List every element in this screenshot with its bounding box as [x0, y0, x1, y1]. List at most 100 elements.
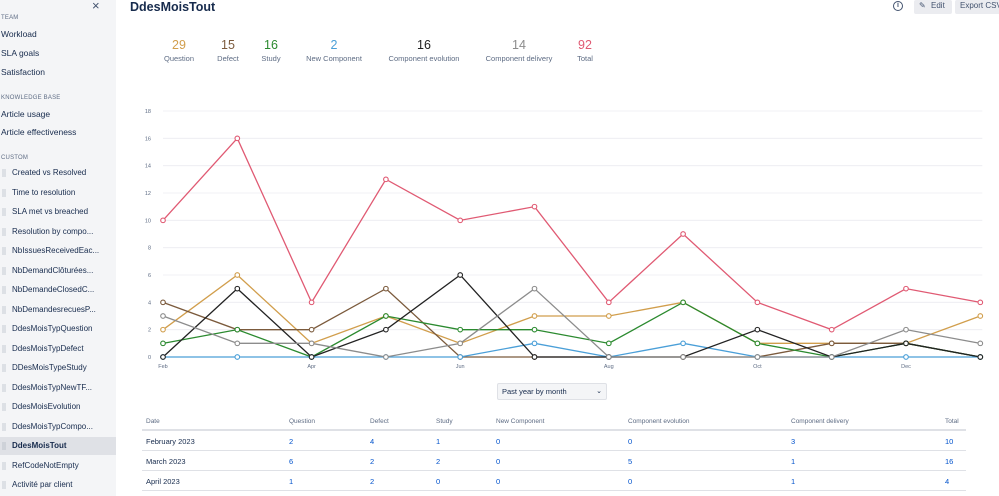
sidebar-custom-item[interactable]: RefCodeNotEmpty	[0, 457, 116, 475]
data-point	[531, 326, 538, 333]
summary-item: 15 Defect	[178, 38, 278, 63]
data-point	[383, 313, 389, 319]
drag-handle-icon[interactable]	[2, 383, 6, 392]
sidebar-custom-item[interactable]: DdesMoisTypQuestion	[0, 320, 116, 338]
summary-label: Question	[163, 54, 195, 63]
data-point	[754, 299, 761, 306]
sidebar-custom-item[interactable]: DDesMoisTypeStudy	[0, 359, 116, 377]
data-point	[160, 313, 166, 319]
drag-handle-icon[interactable]	[2, 461, 6, 470]
edit-button[interactable]: ✎ Edit	[914, 0, 952, 14]
table-cell[interactable]: 2	[370, 477, 375, 486]
drag-handle-icon[interactable]	[2, 364, 6, 372]
drag-handle-icon[interactable]	[2, 208, 6, 216]
sidebar-custom-item-label: NbDemandeClosedC...	[12, 285, 95, 294]
drag-handle-icon[interactable]	[2, 188, 6, 197]
sidebar-custom-item[interactable]: DdesMoisEvolution	[0, 398, 116, 416]
table-cell[interactable]: 1	[289, 477, 294, 486]
period-select[interactable]: Past year by month ⌄	[497, 383, 607, 400]
sidebar-custom-item[interactable]: Created vs Resolved	[0, 164, 116, 182]
table-cell[interactable]: 0	[436, 477, 441, 486]
table-cell[interactable]: 6	[289, 457, 294, 466]
table-cell[interactable]: 10	[945, 437, 954, 446]
y-tick-label: 10	[145, 218, 151, 224]
drag-handle-icon[interactable]	[2, 442, 6, 450]
export-csv-button[interactable]: Export CSV	[955, 0, 999, 14]
data-point	[977, 354, 984, 360]
drag-handle-icon[interactable]	[2, 422, 6, 431]
sidebar-custom-item-label: DdesMoisTypNewTF...	[12, 382, 93, 392]
x-tick-label: Aug	[604, 364, 614, 370]
table-cell[interactable]: 2	[289, 437, 294, 446]
info-icon[interactable]: i	[893, 1, 903, 11]
table-cell[interactable]: 1	[791, 477, 796, 486]
drag-handle-icon[interactable]	[2, 325, 6, 333]
table-cell[interactable]: 0	[628, 437, 633, 446]
sidebar-custom-item[interactable]: NbDemandClôturées...	[0, 262, 116, 280]
drag-handle-icon[interactable]	[2, 266, 6, 275]
sidebar-custom-item[interactable]: DdesMoisTout	[0, 437, 116, 455]
drag-handle-icon[interactable]	[2, 481, 6, 489]
data-point	[234, 285, 241, 292]
sidebar-custom-item[interactable]: DdesMoisTypCompo...	[0, 418, 116, 436]
sidebar-item-sla-goals[interactable]: SLA goals	[1, 48, 40, 58]
data-point	[828, 340, 835, 347]
table-header-row: Date Question Defect Study New Component Comp…	[142, 412, 966, 431]
sidebar-custom-item-label: DDesMoisTypeStudy	[12, 363, 87, 372]
sidebar-custom-item[interactable]: NbIssuesReceivedEac...	[0, 242, 116, 260]
drag-handle-icon[interactable]	[2, 403, 6, 411]
drag-handle-icon[interactable]	[2, 169, 6, 177]
sidebar-item-satisfaction[interactable]: Satisfaction	[1, 67, 45, 77]
table-cell[interactable]: 3	[791, 437, 796, 446]
table-cell[interactable]: 4	[945, 477, 950, 486]
summary-value: 16	[264, 38, 278, 52]
table-cell[interactable]: 2	[436, 457, 441, 466]
data-point	[308, 326, 315, 333]
data-point	[160, 354, 166, 360]
drag-handle-icon[interactable]	[2, 344, 6, 353]
series-line	[162, 274, 981, 358]
sidebar-custom-item[interactable]: NbDemandesrecuesP...	[0, 301, 116, 319]
sidebar-custom-item[interactable]: NbDemandeClosedC...	[0, 281, 116, 299]
table-cell[interactable]: 0	[628, 477, 633, 486]
table-header-cell: Defect	[370, 418, 389, 425]
table-cell[interactable]: 1	[791, 457, 796, 466]
sidebar-item-article-effectiveness[interactable]: Article effectiveness	[1, 127, 77, 137]
drag-handle-icon[interactable]	[2, 286, 6, 294]
table-cell[interactable]: 5	[628, 457, 633, 466]
table-cell[interactable]: 16	[945, 457, 954, 466]
close-icon[interactable]: ×	[92, 0, 100, 13]
sidebar-custom-item[interactable]: Resolution by compo...	[0, 223, 116, 241]
data-point	[383, 285, 389, 292]
data-point	[977, 299, 984, 306]
sidebar-item-workload[interactable]: Workload	[1, 29, 37, 39]
sidebar-custom-item[interactable]: Activité par client	[0, 476, 116, 494]
sidebar-custom-item[interactable]: Time to resolution	[0, 184, 116, 202]
data-point	[531, 354, 538, 360]
drag-handle-icon[interactable]	[2, 247, 6, 255]
sidebar-item-article-usage[interactable]: Article usage	[1, 109, 51, 119]
data-point	[754, 354, 761, 360]
table-cell[interactable]: 0	[496, 477, 501, 486]
sidebar: × TEAM Workload SLA goals Satisfaction K…	[0, 0, 116, 496]
summary-value: 16	[417, 38, 431, 52]
sidebar-custom-item-label: Time to resolution	[12, 187, 76, 197]
summary-item: 16 Study	[221, 38, 321, 63]
drag-handle-icon[interactable]	[2, 227, 6, 236]
table-cell[interactable]: 4	[370, 437, 375, 446]
sidebar-custom-item[interactable]: DdesMoisTypNewTF...	[0, 379, 116, 397]
summary-value: 14	[512, 38, 526, 52]
table-cell[interactable]: 2	[370, 457, 375, 466]
table-cell[interactable]: 0	[496, 437, 501, 446]
table-cell: February 2023	[146, 437, 195, 446]
sidebar-custom-item[interactable]: SLA met vs breached	[0, 203, 116, 221]
table-cell[interactable]: 1	[436, 437, 441, 446]
sidebar-custom-item[interactable]: DdesMoisTypDefect	[0, 340, 116, 358]
table-header-cell: Total	[945, 418, 959, 425]
drag-handle-icon[interactable]	[2, 305, 6, 314]
sidebar-custom-item-label: Created vs Resolved	[12, 168, 87, 177]
table-cell[interactable]: 0	[496, 457, 501, 466]
table-header-cell: Component delivery	[791, 418, 849, 425]
sidebar-custom-item-label: DdesMoisTout	[12, 441, 67, 450]
section-title-custom: CUSTOM	[1, 155, 29, 161]
